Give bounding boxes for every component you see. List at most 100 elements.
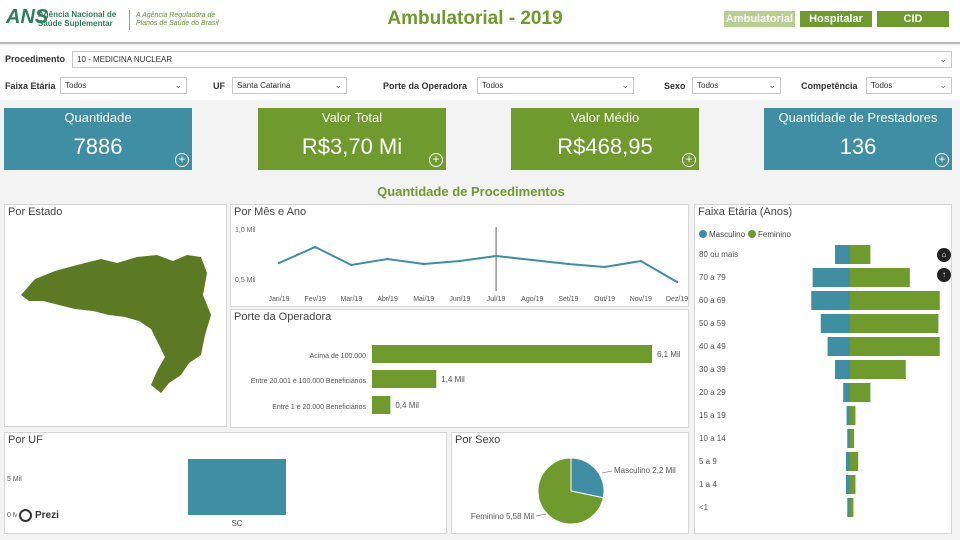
nav-cid-button[interactable]: CID [876, 10, 950, 28]
bar-masculino [843, 383, 850, 402]
x-tick-label: SC [231, 519, 242, 528]
bar-category-label: Entre 1 e 20.000 Beneficiários [272, 404, 366, 411]
chevron-down-icon: ⌄ [768, 80, 776, 90]
y-tick-label: 5 Mil [7, 476, 22, 483]
label-leader-line [601, 470, 613, 474]
porte-dropdown[interactable]: Todos ⌄ [477, 77, 634, 94]
kpi-title: Quantidade [64, 110, 132, 125]
data-point [675, 280, 679, 284]
bar-feminino [850, 291, 940, 310]
bar-category-label: Entre 20.001 e 100.000 Beneficiários [251, 378, 367, 385]
series-line [278, 245, 678, 283]
bar-feminino [850, 452, 859, 471]
x-tick-label: Jun/19 [449, 296, 470, 303]
plus-circle-icon[interactable]: + [682, 153, 696, 167]
uf-dropdown[interactable]: Santa Catarina ⌄ [232, 77, 347, 94]
procedimento-label: Procedimento [5, 54, 66, 64]
x-tick-label: Nov/19 [630, 296, 652, 303]
drill-up-icon[interactable]: ↑ [937, 268, 951, 282]
y-tick-label: 0,5 Mil [235, 277, 256, 284]
legend-marker-masculino [699, 230, 707, 238]
por-estado-panel: Por Estado [4, 204, 227, 427]
nav-ambulatorial-button[interactable]: Ambulatorial [723, 10, 796, 28]
uf-label: UF [213, 81, 225, 91]
age-group-label: 5 a 9 [699, 457, 717, 466]
data-point [458, 259, 462, 263]
pie-slice-feminino [537, 457, 604, 525]
estado-map [21, 255, 211, 393]
bar-feminino [850, 429, 855, 448]
bar-masculino [847, 429, 850, 448]
plus-circle-icon[interactable]: + [175, 153, 189, 167]
bar-feminino [850, 475, 856, 494]
tagline-line-2: Planos de Saúde do Brasil [136, 20, 219, 27]
kpi-title: Quantidade de Prestadores [778, 110, 938, 125]
uf-value: Santa Catarina [237, 81, 291, 90]
sexo-pie-chart: Masculino 2,2 Mil Feminino 5,58 Mil [471, 457, 676, 525]
kpi-value: 7886 [73, 134, 123, 159]
data-point [386, 257, 389, 261]
logo-mark: ANS [6, 6, 49, 28]
kpi-quantidade-card: Quantidade 7886 + [4, 108, 192, 170]
bar [372, 345, 652, 363]
competencia-label: Competência [801, 81, 858, 91]
chevron-down-icon: ⌄ [939, 80, 947, 90]
page-title: Ambulatorial - 2019 [387, 8, 563, 29]
kpi-prestadores-card: Quantidade de Prestadores 136 + [764, 108, 952, 170]
prezi-watermark: Prezi [17, 506, 65, 524]
bar-masculino [846, 406, 850, 425]
uf-bar-chart: 5 Mil 0 Mil SC [7, 459, 286, 528]
x-tick-label: Mar/19 [340, 296, 362, 303]
kpi-value: 136 [839, 134, 877, 159]
y-tick-label: 0 Mil [7, 512, 22, 519]
pie-slice-masculino [570, 457, 605, 499]
x-tick-label: Mai/19 [413, 296, 434, 303]
bar-masculino [820, 314, 850, 333]
bar-data-label: 0,4 Mil [395, 401, 419, 410]
age-group-label: 50 a 59 [699, 319, 726, 328]
x-tick-label: Jan/19 [268, 296, 289, 303]
data-point [313, 245, 317, 249]
sexo-dropdown[interactable]: Todos ⌄ [692, 77, 781, 94]
bar-masculino [812, 268, 850, 287]
x-tick-label: Ago/19 [521, 296, 543, 303]
age-group-label: 30 a 39 [699, 365, 726, 374]
bar-masculino [847, 498, 850, 517]
age-group-label: 20 a 29 [699, 388, 726, 397]
x-tick-label: Dez/19 [666, 296, 688, 303]
plus-circle-icon[interactable]: + [429, 153, 443, 167]
data-point [277, 261, 281, 265]
tagline-line-1: A Agência Reguladora de [136, 12, 216, 19]
nav-hospitalar-button[interactable]: Hospitalar [799, 10, 873, 28]
pie-data-label: Feminino 5,58 Mil [471, 512, 534, 521]
faixa-dropdown[interactable]: Todos ⌄ [60, 77, 187, 94]
home-icon[interactable]: ⌂ [937, 248, 951, 262]
santa-catarina-shape[interactable] [21, 255, 211, 393]
legend-marker-feminino [748, 230, 756, 238]
age-group-label: 70 a 79 [699, 273, 726, 282]
procedimento-dropdown[interactable]: 10 - MEDICINA NUCLEAR ⌄ [72, 51, 952, 68]
age-group-label: 60 a 69 [699, 296, 726, 305]
logo-line-1: Agência Nacional de [38, 10, 117, 19]
x-tick-label: Abr/19 [377, 296, 398, 303]
sexo-label: Sexo [664, 81, 686, 91]
legend-label-feminino: Feminino [758, 230, 791, 239]
bar-masculino [811, 291, 850, 310]
panel-title: Porte da Operadora [234, 311, 332, 323]
data-point [494, 254, 498, 258]
age-group-label: <1 [699, 503, 709, 512]
kpi-value: R$3,70 Mi [301, 134, 403, 159]
bar-masculino [835, 245, 850, 264]
data-point [567, 262, 570, 266]
age-group-label: 1 a 4 [699, 480, 717, 489]
legend-label-masculino: Masculino [709, 230, 746, 239]
bar-feminino [850, 314, 939, 333]
bar-data-label: 1,4 Mil [441, 375, 465, 384]
bar-feminino [850, 337, 940, 356]
plus-circle-icon[interactable]: + [935, 153, 949, 167]
competencia-dropdown[interactable]: Todos ⌄ [866, 77, 952, 94]
logo-tagline: A Agência Reguladora de Planos de Saúde … [136, 12, 219, 28]
porte-value: Todos [482, 81, 504, 90]
por-sexo-panel: Por Sexo Masculino 2,2 Mil Feminino 5,58 … [451, 432, 689, 534]
prezi-label: Prezi [35, 509, 59, 521]
